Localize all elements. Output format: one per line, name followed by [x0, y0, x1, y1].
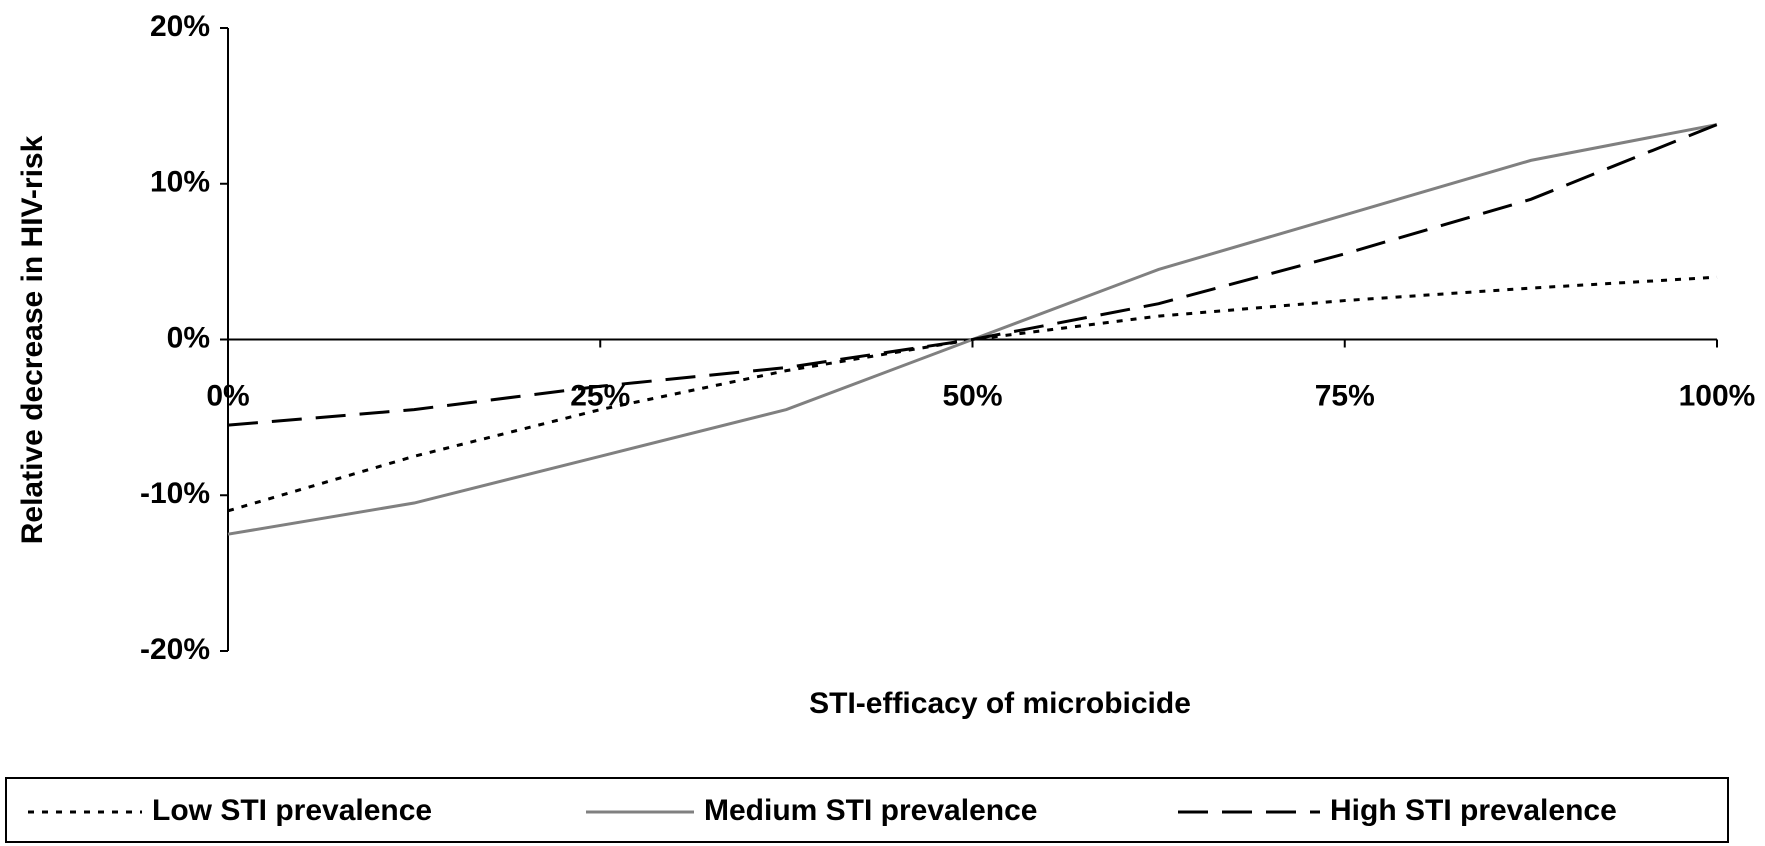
- x-tick-label: 100%: [1679, 379, 1756, 412]
- series-line: [227, 275, 1718, 513]
- x-axis-label: STI-efficacy of microbicide: [809, 687, 1191, 720]
- legend-box: [5, 777, 1729, 843]
- y-tick-label: -10%: [140, 477, 210, 510]
- legend-label: High STI prevalence: [1330, 794, 1617, 827]
- x-tick-label: 25%: [570, 379, 630, 412]
- y-tick-label: 10%: [150, 166, 210, 199]
- y-axis-label: Relative decrease in HIV-risk: [16, 135, 49, 544]
- x-tick-label: 75%: [1315, 379, 1375, 412]
- series-line: [227, 123, 1718, 427]
- x-tick-label: 0%: [206, 379, 249, 412]
- y-tick-label: 0%: [167, 321, 210, 354]
- y-tick-label: 20%: [150, 10, 210, 43]
- legend-label: Low STI prevalence: [152, 794, 432, 827]
- x-tick-label: 50%: [942, 379, 1002, 412]
- legend-label: Medium STI prevalence: [704, 794, 1037, 827]
- y-tick-label: -20%: [140, 633, 210, 666]
- series-line: [227, 123, 1718, 536]
